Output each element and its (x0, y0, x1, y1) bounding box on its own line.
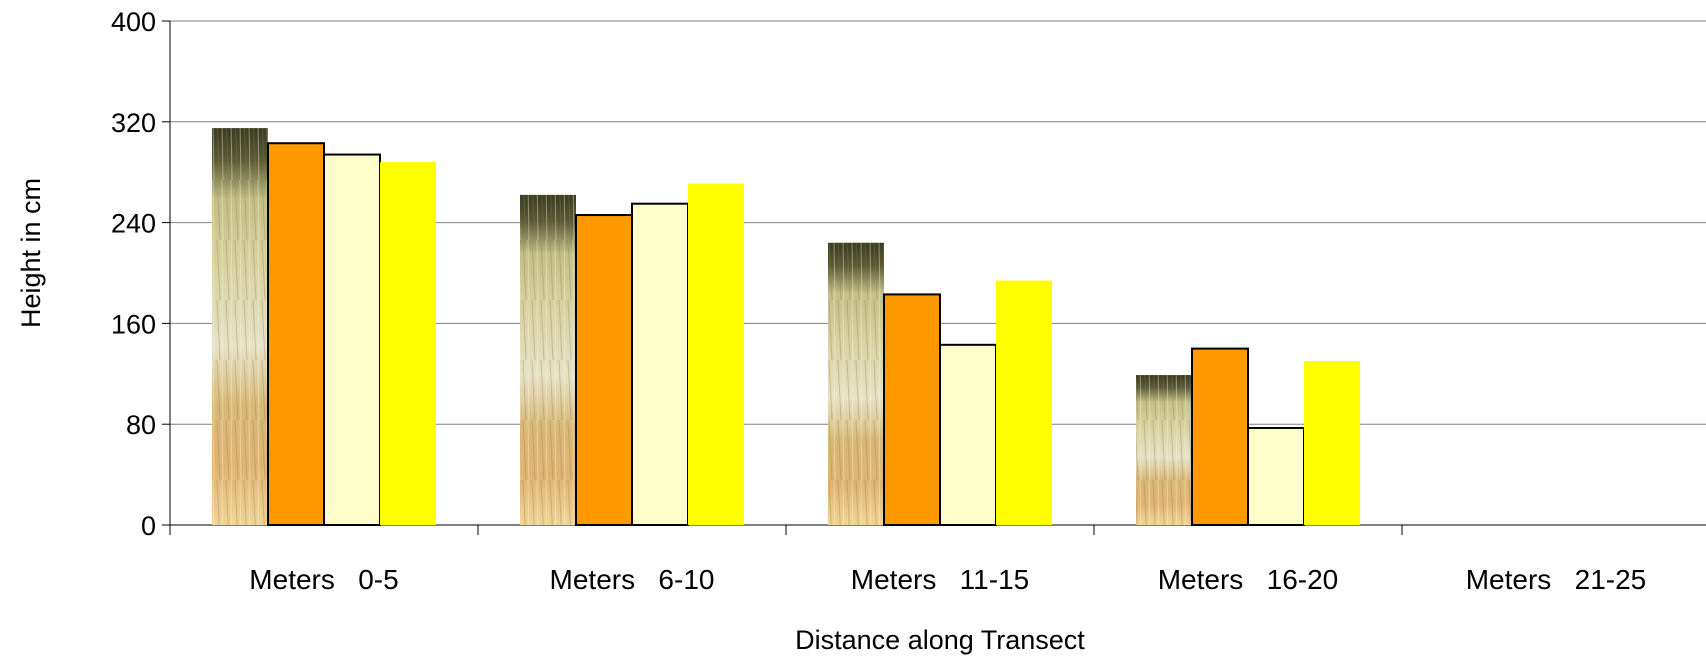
bar (883, 293, 941, 527)
y-axis-title: Height in cm (16, 178, 46, 328)
y-tick-label: 160 (111, 309, 156, 339)
bar-photo-texture (212, 128, 268, 525)
x-axis-title: Distance along Transect (795, 625, 1085, 655)
bar (996, 280, 1052, 525)
y-tick-label: 0 (141, 511, 156, 541)
bar (1304, 361, 1360, 525)
bar (688, 183, 744, 526)
x-tick-label: Meters 11-15 (851, 564, 1029, 595)
y-tick-label: 400 (111, 7, 156, 37)
y-tick-label: 320 (111, 108, 156, 138)
bar (631, 202, 689, 526)
x-tick-label: Meters 0-5 (249, 564, 398, 595)
bars (212, 128, 1360, 527)
y-tick-label: 80 (126, 410, 156, 440)
x-tick-label: Meters 6-10 (550, 564, 715, 595)
y-tick-label: 240 (111, 209, 156, 239)
bar-photo-texture (520, 194, 576, 525)
bar (1191, 347, 1249, 526)
x-tick-label: Meters 16-20 (1158, 564, 1339, 595)
labels: 0 80 160 240 320 400 Meters 0-5 Meters 6-10 Mete… (111, 7, 1646, 595)
bar (380, 162, 436, 525)
bar-photo-texture (828, 242, 884, 525)
bar (1247, 426, 1305, 527)
bar-photo-texture (1136, 375, 1192, 525)
bar (575, 214, 633, 526)
bar (939, 343, 997, 526)
bar (323, 153, 381, 526)
bar (267, 142, 325, 526)
x-tick-label: Meters 21-25 (1466, 564, 1647, 595)
